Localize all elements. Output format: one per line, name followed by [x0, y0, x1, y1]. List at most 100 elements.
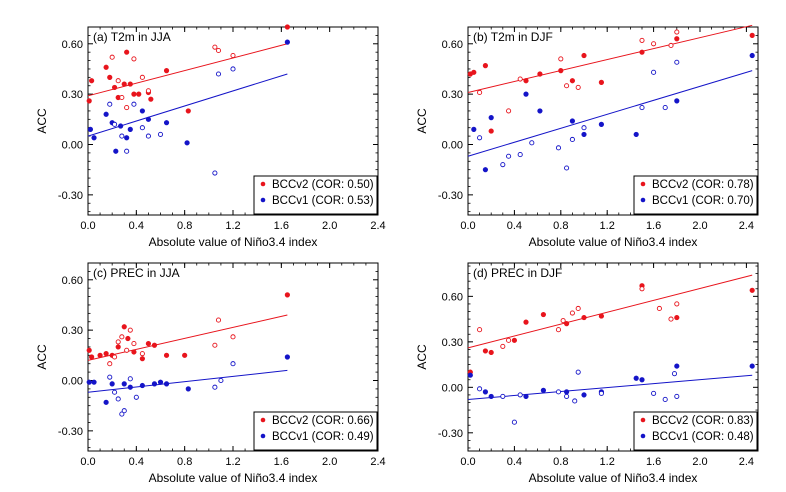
data-point-filled [674, 36, 680, 42]
data-point-filled [523, 319, 529, 325]
y-tick-label: 0.60 [62, 39, 83, 51]
y-tick-label: -0.30 [438, 428, 463, 440]
data-point-hollow [230, 66, 236, 72]
y-tick-label: 0.60 [442, 39, 463, 51]
x-tick-label: 0.0 [460, 456, 475, 468]
data-point-filled [581, 392, 587, 398]
data-point-hollow [131, 101, 137, 107]
data-point-hollow [555, 327, 562, 333]
data-point-filled [749, 363, 755, 369]
data-point-filled [581, 131, 587, 138]
x-axis-title: Absolute value of Niño3.4 index [529, 235, 698, 249]
y-tick-label: 0.60 [442, 291, 463, 303]
data-point-hollow [107, 374, 113, 380]
data-point-filled [163, 352, 170, 358]
data-point-hollow [569, 136, 575, 143]
data-point-filled [639, 377, 645, 383]
data-point-filled [89, 78, 95, 84]
y-tick-label: 0.30 [62, 89, 83, 101]
panel-title: (c) PREC in JJA [93, 266, 180, 280]
chart-panel: 0.0 0.4 0.8 1.2 1.6 2.0 2.4 -0.30 0.00 0.30 0.60 Ab… [35, 262, 386, 485]
x-tick-label: 2.4 [739, 456, 754, 468]
data-point-hollow [674, 29, 680, 35]
x-tick-label: 1.2 [225, 456, 240, 468]
x-tick-label: 0.4 [129, 456, 144, 468]
legend-marker [640, 417, 646, 423]
x-tick-label: 0.8 [177, 220, 192, 232]
x-tick-label: 2.0 [692, 456, 707, 468]
data-point-filled [118, 123, 124, 129]
data-point-filled [467, 372, 473, 378]
y-tick-label: 0.00 [62, 376, 83, 388]
data-point-filled [581, 52, 587, 59]
x-tick-label: 1.6 [274, 220, 289, 232]
legend-label: BCCv1 (COR: 0.53) [272, 195, 374, 207]
chart-panel: 0.0 0.4 0.8 1.2 1.6 2.0 2.4 -0.30 0.00 0.30 0.60 Ab… [415, 24, 759, 249]
legend-marker [260, 433, 266, 439]
legend-marker [260, 197, 266, 203]
data-point-filled [488, 115, 494, 121]
data-point-filled [471, 126, 477, 132]
data-point-filled [157, 379, 164, 385]
data-point-hollow [639, 286, 645, 292]
x-tick-label: 0.8 [177, 456, 192, 468]
x-axis-title: Absolute value of Niño3.4 index [149, 471, 318, 485]
data-point-hollow [639, 37, 645, 43]
data-point-filled [163, 381, 170, 387]
data-point-hollow [674, 59, 680, 65]
x-tick-label: 0.0 [80, 220, 95, 232]
data-point-filled [103, 64, 109, 70]
data-point-filled [482, 389, 489, 395]
legend-box [253, 175, 378, 215]
y-axis-title: ACC [415, 344, 429, 370]
data-point-filled [145, 340, 152, 347]
y-tick-label: 0.30 [442, 89, 463, 101]
x-tick-label: 0.8 [553, 456, 568, 468]
legend-marker [640, 433, 646, 439]
y-tick-label: 0.30 [442, 337, 463, 349]
legend-marker [260, 181, 266, 187]
data-point-hollow [230, 52, 236, 59]
regression-line [87, 369, 288, 393]
data-point-hollow [564, 393, 570, 399]
data-point-hollow [124, 105, 130, 111]
data-point-hollow [112, 354, 118, 360]
data-point-hollow [109, 54, 115, 60]
chart-panel: 0.0 0.4 0.8 1.2 1.6 2.0 2.4 -0.30 0.00 0.30 0.60 Ab… [415, 262, 759, 485]
regression-line [467, 374, 753, 400]
x-tick-label: 0.4 [507, 220, 522, 232]
data-point-filled [523, 393, 529, 400]
data-point-hollow [639, 105, 645, 111]
regression-line [467, 70, 753, 157]
legend-marker [640, 197, 646, 203]
data-point-filled [537, 108, 543, 114]
data-point-hollow [651, 390, 657, 396]
data-point-filled [103, 111, 109, 117]
data-point-filled [145, 116, 152, 122]
data-point-hollow [119, 133, 125, 139]
x-tick-label: 2.4 [370, 220, 385, 232]
x-tick-label: 2.0 [322, 220, 337, 232]
panel-title: (a) T2m in JJA [93, 30, 171, 44]
data-point-filled [674, 98, 680, 104]
data-point-hollow [517, 392, 523, 398]
data-point-hollow [529, 140, 535, 146]
data-point-filled [182, 352, 188, 358]
data-point-hollow [511, 419, 517, 425]
x-tick-label: 1.2 [600, 220, 615, 232]
y-tick-label: -0.30 [58, 190, 83, 202]
data-point-hollow [133, 394, 139, 400]
data-point-hollow [555, 145, 562, 151]
data-point-hollow [119, 334, 125, 340]
data-point-filled [107, 74, 113, 80]
data-point-hollow [477, 386, 483, 392]
x-tick-label: 0.0 [460, 220, 475, 232]
data-point-filled [87, 126, 94, 132]
chart-panel: 0.0 0.4 0.8 1.2 1.6 2.0 2.4 -0.30 0.00 0.30 0.60 Ab… [35, 24, 386, 249]
data-point-hollow [575, 84, 581, 90]
y-tick-label: 0.30 [62, 325, 83, 337]
data-point-hollow [575, 369, 581, 375]
data-point-filled [563, 321, 570, 327]
data-point-hollow [139, 351, 145, 357]
legend-box [633, 411, 758, 451]
